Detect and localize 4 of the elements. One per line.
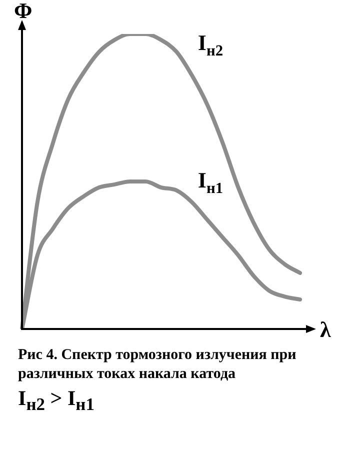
text: Рис 4. Спектр тормозного излучения при различных токах накала катода	[18, 346, 298, 384]
y-axis-title: Φ	[14, 0, 32, 23]
text: I$_{н2}$ > I$_{н1}$	[18, 385, 96, 416]
x-axis-title: λ	[320, 317, 331, 342]
